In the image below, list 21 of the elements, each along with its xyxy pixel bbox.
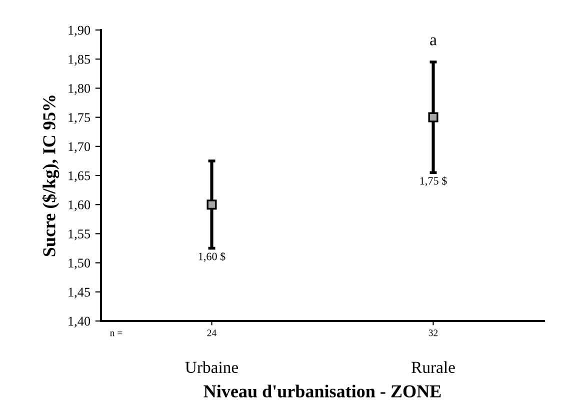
y-axis-title: Sucre ($/kg), IC 95% (42, 96, 60, 256)
annotation: 1,60 $ (198, 252, 226, 262)
y-tick-label: 1,45 (68, 288, 90, 299)
y-tick-label: 1,65 (68, 171, 90, 182)
y-tick-label: 1,70 (68, 142, 90, 154)
y-tick-label: 1,80 (68, 84, 90, 95)
text: 32 (428, 330, 438, 336)
annotation: a (430, 37, 437, 46)
x-axis-title: Niveau d'urbanisation - ZONE (204, 384, 441, 398)
annotation: 1,75 $ (420, 176, 447, 186)
y-tick-label: 1,40 (68, 316, 90, 328)
y-tick-label: 1,50 (68, 258, 90, 270)
y-tick-label: 1,75 (68, 113, 90, 124)
x-tick-label: Rurale (412, 361, 455, 374)
y-tick-label: 1,55 (68, 230, 90, 240)
y-tick-label: 1,60 (68, 200, 90, 212)
y-tick-label: 1,85 (68, 54, 90, 66)
x-tick-label: Urbaine (185, 361, 238, 374)
y-tick-label: 1,90 (68, 26, 90, 37)
text: n = (110, 332, 122, 336)
text: 24 (207, 330, 216, 336)
